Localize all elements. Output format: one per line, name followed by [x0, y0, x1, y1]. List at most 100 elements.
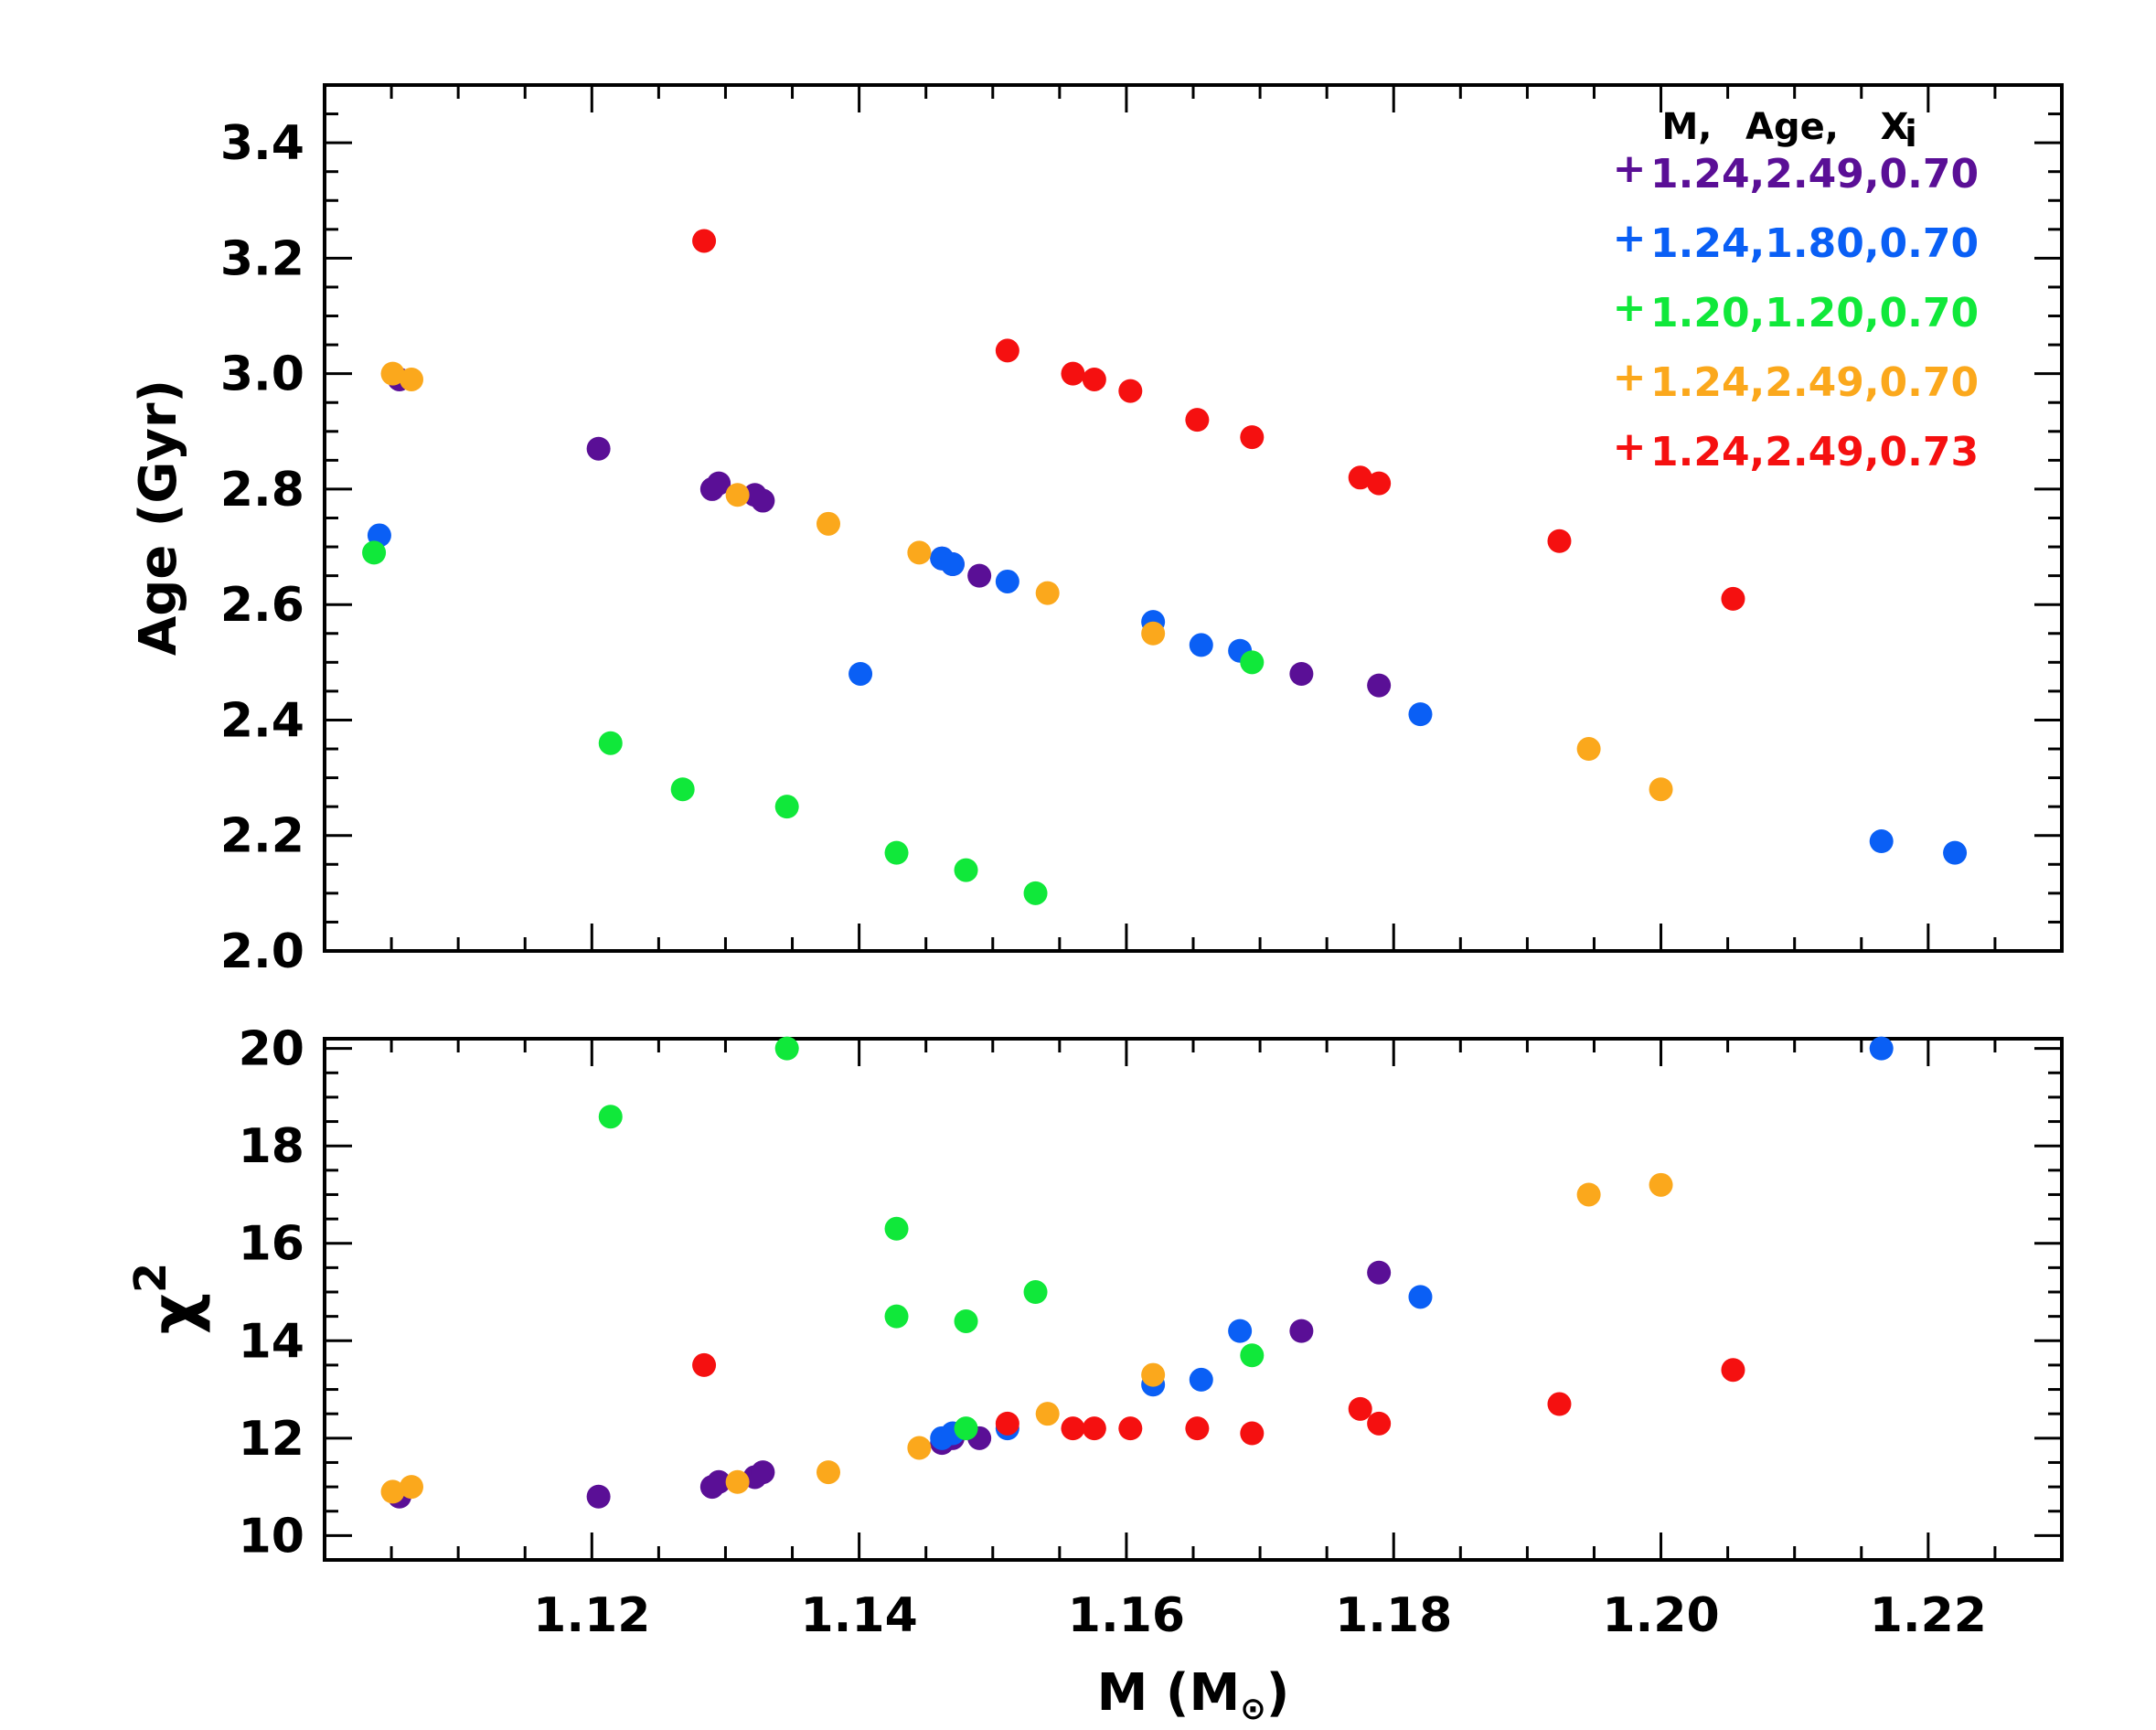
top-panel-point-series-4 — [1061, 361, 1085, 386]
top-panel-point-series-4 — [1082, 367, 1106, 391]
top-panel-axes-frame — [323, 83, 2064, 953]
legend-label-3: 1.24,2.49,0.70 — [1650, 359, 1979, 406]
bottom-panel-y-tick-label: 20 — [239, 1022, 304, 1077]
legend-marker-1: + — [1613, 215, 1647, 262]
bottom-panel-y-tick-label: 12 — [239, 1412, 304, 1467]
top-panel-point-series-0 — [967, 563, 992, 588]
legend-label-4: 1.24,2.49,0.73 — [1650, 429, 1979, 475]
top-panel-point-series-4 — [1348, 465, 1372, 490]
bottom-panel-x-tick-label: 1.12 — [533, 1588, 650, 1643]
top-panel-point-series-1 — [1189, 633, 1213, 657]
top-panel-point-series-2 — [954, 858, 978, 882]
chi-symbol: χ — [137, 1293, 212, 1334]
x-axis-title: M (M⊙) — [1097, 1663, 1290, 1726]
bottom-panel-point-series-4 — [1721, 1358, 1745, 1383]
legend-marker-0: + — [1613, 145, 1647, 192]
top-panel-point-series-3 — [725, 483, 750, 507]
top-panel-point-series-4 — [1367, 471, 1392, 496]
top-panel-point-series-0 — [751, 488, 775, 513]
top-panel-point-series-3 — [380, 361, 405, 386]
bottom-panel-point-series-1 — [1189, 1367, 1213, 1392]
bottom-panel-point-series-0 — [751, 1460, 775, 1485]
bottom-panel-point-series-2 — [954, 1416, 978, 1441]
chi-superscript: 2 — [125, 1263, 176, 1293]
bottom-panel-point-series-4 — [1061, 1416, 1085, 1441]
top-panel-y-tick-label: 2.4 — [220, 693, 304, 748]
legend-marker-3: + — [1613, 354, 1647, 400]
bottom-panel-point-series-2 — [774, 1036, 799, 1061]
legend-marker-2: + — [1613, 284, 1647, 331]
top-panel-point-series-3 — [907, 540, 932, 565]
bottom-panel-point-series-2 — [1023, 1280, 1048, 1305]
top-panel-y-tick-label: 2.2 — [220, 809, 304, 864]
legend-label-0: 1.24,2.49,0.70 — [1650, 151, 1979, 198]
bottom-panel-point-series-1 — [1869, 1036, 1894, 1061]
bottom-panel-point-series-3 — [725, 1469, 750, 1494]
top-panel-point-series-3 — [1035, 581, 1060, 605]
bottom-panel-point-series-3 — [907, 1436, 932, 1460]
top-panel-point-series-1 — [1943, 840, 1968, 865]
bottom-panel-axes-frame — [323, 1037, 2064, 1562]
top-panel-point-series-4 — [1118, 379, 1143, 403]
bottom-panel-point-series-0 — [1367, 1260, 1392, 1285]
bottom-panel-point-series-0 — [586, 1484, 611, 1509]
bottom-panel-point-series-4 — [995, 1411, 1019, 1436]
bottom-panel-point-series-4 — [1367, 1411, 1392, 1436]
top-panel-point-series-2 — [884, 840, 909, 865]
top-panel-point-series-3 — [1141, 621, 1166, 646]
bottom-y-axis-title: χ2 — [125, 1263, 212, 1335]
top-panel-point-series-1 — [940, 552, 965, 577]
bottom-panel-point-series-4 — [692, 1352, 717, 1377]
top-panel-point-series-2 — [362, 540, 387, 565]
bottom-panel-point-series-2 — [954, 1308, 978, 1333]
bottom-panel-y-tick-label: 10 — [239, 1509, 304, 1564]
top-panel-point-series-0 — [707, 471, 731, 496]
top-panel-point-series-4 — [1185, 408, 1210, 432]
top-panel-point-series-2 — [774, 795, 799, 819]
bottom-panel-x-tick-label: 1.20 — [1602, 1588, 1719, 1643]
top-panel-point-series-4 — [692, 229, 717, 253]
top-panel-point-series-2 — [598, 731, 623, 755]
top-panel-y-tick-label: 3.4 — [220, 116, 304, 171]
legend-header-m: M, — [1662, 106, 1713, 148]
bottom-panel-y-tick-label: 16 — [239, 1217, 304, 1272]
top-panel-y-tick-label: 3.2 — [220, 231, 304, 286]
top-panel-point-series-4 — [995, 338, 1019, 363]
bottom-panel-point-series-2 — [1240, 1343, 1265, 1368]
legend-header-x: X — [1881, 106, 1909, 148]
top-panel-y-tick-label: 3.0 — [220, 347, 304, 402]
top-panel-y-tick-label: 2.8 — [220, 463, 304, 518]
top-panel-point-series-3 — [1576, 737, 1601, 762]
bottom-panel-point-series-3 — [400, 1475, 423, 1500]
legend-label-2: 1.20,1.20,0.70 — [1650, 290, 1979, 336]
bottom-panel-point-series-2 — [598, 1105, 623, 1129]
top-panel-point-series-1 — [1408, 702, 1433, 727]
x-axis-title-close: ) — [1266, 1663, 1290, 1723]
bottom-panel-point-series-0 — [1289, 1319, 1314, 1343]
bottom-panel-point-series-4 — [1547, 1392, 1572, 1416]
bottom-panel-point-series-3 — [817, 1460, 840, 1485]
top-panel-point-series-4 — [1240, 425, 1265, 450]
x-axis-title-main: M (M — [1097, 1663, 1241, 1723]
legend-header-x-subscript: i — [1905, 113, 1917, 155]
top-panel-point-series-1 — [849, 661, 873, 686]
top-panel-point-series-4 — [1547, 529, 1572, 553]
bottom-panel-y-tick-label: 18 — [239, 1119, 304, 1174]
bottom-panel-x-tick-label: 1.14 — [800, 1588, 917, 1643]
legend-marker-4: + — [1613, 423, 1647, 470]
top-panel-y-tick-label: 2.6 — [220, 578, 304, 633]
bottom-panel-point-series-3 — [1576, 1182, 1601, 1207]
top-panel-point-series-3 — [1649, 777, 1673, 802]
top-panel-point-series-0 — [1367, 673, 1392, 698]
bottom-panel-point-series-0 — [707, 1469, 731, 1494]
bottom-panel-point-series-3 — [1141, 1362, 1166, 1387]
bottom-panel-x-tick-label: 1.16 — [1068, 1588, 1185, 1643]
top-panel-point-series-1 — [995, 569, 1019, 593]
legend-header-age: Age, — [1745, 106, 1839, 148]
bottom-panel-point-series-4 — [1348, 1396, 1372, 1421]
bottom-panel-point-series-4 — [1185, 1416, 1210, 1441]
bottom-panel-x-tick-label: 1.18 — [1335, 1588, 1452, 1643]
bottom-panel-point-series-3 — [380, 1479, 405, 1504]
top-panel-point-series-3 — [817, 511, 840, 536]
